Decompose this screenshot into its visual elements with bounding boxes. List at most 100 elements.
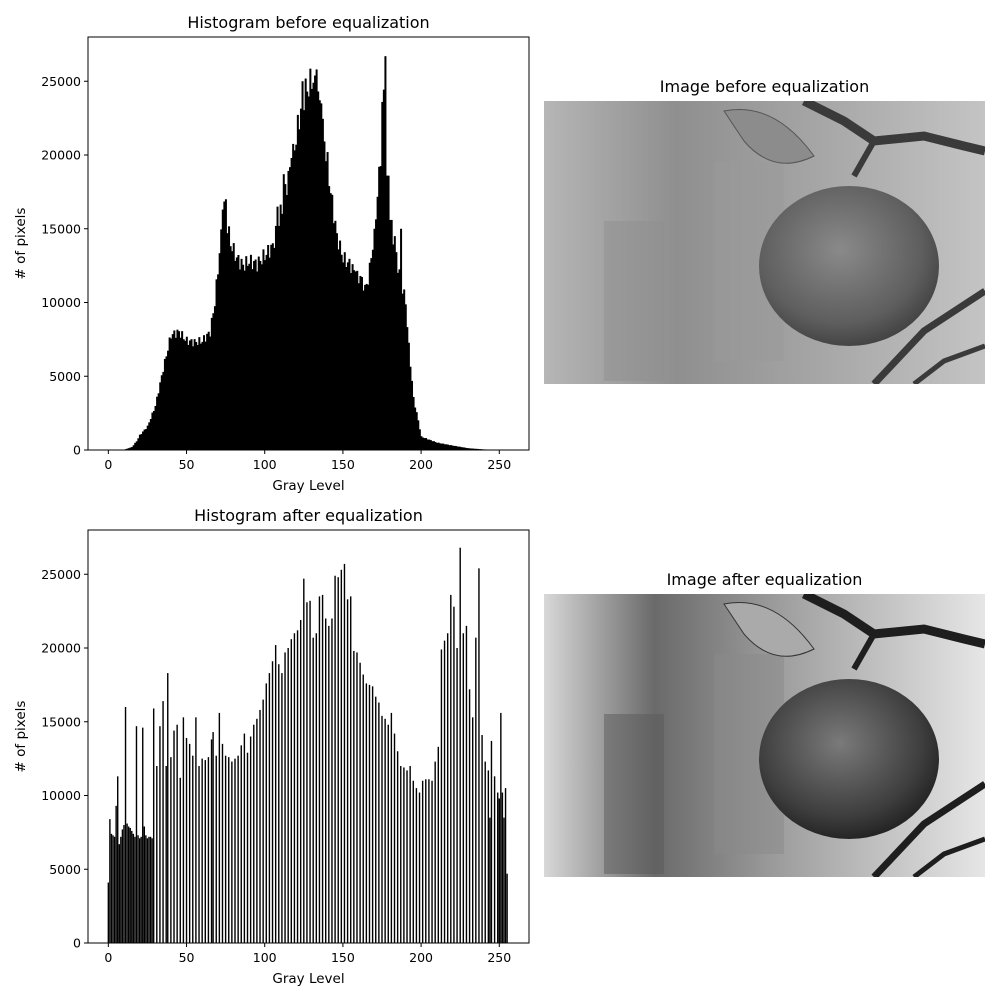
histogram-bar <box>184 340 187 450</box>
histogram-bar <box>287 170 290 450</box>
histogram-bar <box>443 444 446 450</box>
histogram-bar <box>142 431 145 450</box>
histogram-bar <box>456 648 458 943</box>
histogram-bar <box>476 448 479 450</box>
histogram-bar <box>137 835 139 943</box>
histogram-bar <box>271 661 274 943</box>
histogram-bar <box>267 245 270 450</box>
histogram-bar <box>470 448 473 450</box>
histogram-bar <box>146 838 149 943</box>
histogram-bar <box>238 269 241 450</box>
y-tick-label: 10000 <box>41 295 81 310</box>
histogram-bar <box>320 103 323 450</box>
histogram-bar <box>306 91 309 450</box>
histogram-bar <box>364 284 367 450</box>
histogram-bar <box>506 873 508 943</box>
blur-patch <box>604 221 664 381</box>
histogram-bar <box>284 184 287 450</box>
histogram-bar <box>459 547 461 943</box>
histogram-bar <box>149 836 152 943</box>
histogram-bar <box>243 270 246 450</box>
histogram-bar <box>299 108 302 451</box>
histogram-bar <box>384 718 386 943</box>
histogram-bar <box>484 761 486 943</box>
histogram-bar <box>112 835 114 943</box>
histogram-bar <box>279 204 282 450</box>
branch-icon <box>801 594 985 649</box>
histogram-bar <box>353 270 356 450</box>
histogram-bar <box>437 442 440 450</box>
histogram-bar <box>217 274 220 450</box>
histogram-bar <box>446 633 449 943</box>
histogram-bar <box>182 339 185 450</box>
histogram-bar <box>176 724 178 943</box>
histogram-bar <box>165 356 168 450</box>
histogram-bar <box>475 637 477 943</box>
histogram-bar <box>378 702 380 943</box>
histogram-bar <box>339 240 342 450</box>
histogram-bar <box>181 331 184 450</box>
histogram-bar <box>287 648 289 943</box>
histogram-bar <box>218 253 221 450</box>
histogram-bar <box>224 755 227 943</box>
x-tick-label: 0 <box>104 457 112 472</box>
histogram-bar <box>290 157 293 450</box>
histogram-bar <box>428 439 431 450</box>
histogram-bar <box>487 770 490 943</box>
histogram-bar <box>400 766 402 943</box>
histogram-bar <box>198 766 200 943</box>
histogram-bar <box>459 446 462 450</box>
x-tick-label: 150 <box>331 950 355 965</box>
histogram-bar <box>346 599 349 943</box>
histogram-bar <box>229 246 232 450</box>
histogram-bar <box>218 712 221 943</box>
x-tick-label: 250 <box>487 457 511 472</box>
blur-patch <box>604 714 664 874</box>
histogram-bar <box>462 633 465 943</box>
x-tick-label: 0 <box>104 950 112 965</box>
histogram-bar <box>440 649 443 943</box>
histogram-bar <box>231 251 234 450</box>
histogram-bar <box>317 91 320 451</box>
histogram-bar <box>179 337 182 450</box>
histogram-bar <box>409 766 411 943</box>
histogram-bar <box>156 396 159 450</box>
y-tick-label: 0 <box>73 443 81 458</box>
histogram-bar <box>395 252 398 450</box>
histogram-bar <box>193 339 196 450</box>
histogram-bar <box>134 442 137 450</box>
histogram-bar <box>425 779 427 943</box>
histogram-bar <box>143 826 146 943</box>
plot-frame <box>87 36 530 451</box>
histogram-bar <box>360 276 363 450</box>
histogram-bar <box>387 175 390 450</box>
histogram-bar <box>123 825 125 943</box>
histogram-bar <box>314 75 317 451</box>
histogram-bar <box>127 826 130 943</box>
histogram-bar <box>221 209 224 450</box>
histogram-bar <box>228 757 230 943</box>
histogram-bar <box>115 805 117 943</box>
histogram-bar <box>132 833 135 943</box>
x-tick-label: 100 <box>253 950 277 965</box>
histogram-bar <box>350 272 353 450</box>
histogram-bar <box>425 438 428 450</box>
histogram-bar <box>185 737 188 943</box>
histogram-bar <box>152 708 155 943</box>
branch-icon <box>871 288 985 384</box>
histogram-bar <box>223 201 226 450</box>
histogram-bar <box>457 446 460 450</box>
histogram-bar <box>475 448 478 450</box>
histogram-bar <box>190 339 193 450</box>
histogram-bar <box>268 673 271 943</box>
histogram-bar <box>412 396 415 450</box>
branch-icon <box>912 836 985 877</box>
histogram-bar <box>195 342 198 450</box>
branch-icon <box>871 781 985 877</box>
histogram-bar <box>334 575 336 943</box>
histogram-bar <box>420 436 423 450</box>
histogram-bar <box>129 447 132 450</box>
histogram-bar <box>368 684 371 943</box>
histogram-bar <box>375 219 378 450</box>
histogram-bar <box>296 630 299 943</box>
